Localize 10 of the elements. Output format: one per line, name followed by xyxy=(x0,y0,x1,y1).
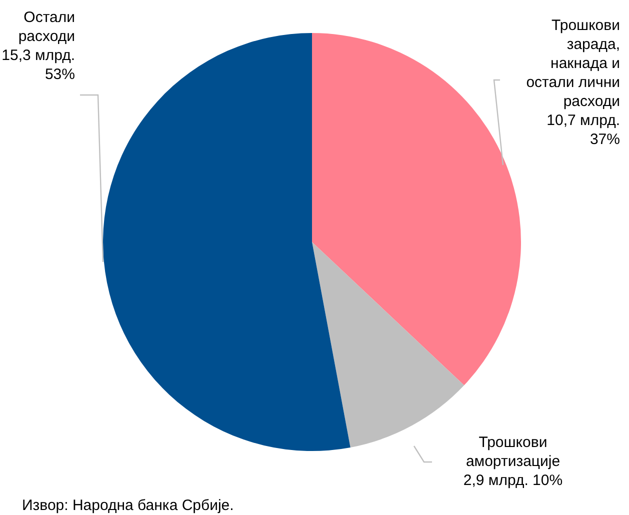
pie-slice xyxy=(312,33,521,386)
slice-label: Остали расходи xyxy=(18,9,75,45)
slice-label: Трошкови зарада, накнада и остали лични расходи xyxy=(526,17,620,110)
data-label: 15,3 млрд. 53% xyxy=(2,47,75,83)
text: Извор: Народна банка Србије. xyxy=(22,497,234,514)
pie-slice xyxy=(312,242,464,448)
data-label: 2,9 млрд. 10% xyxy=(463,472,563,489)
data-label: 10,7 млрд. 37% xyxy=(546,112,620,148)
slice-label: Трошкови амортизације xyxy=(466,434,560,470)
pie-slice xyxy=(103,33,350,451)
